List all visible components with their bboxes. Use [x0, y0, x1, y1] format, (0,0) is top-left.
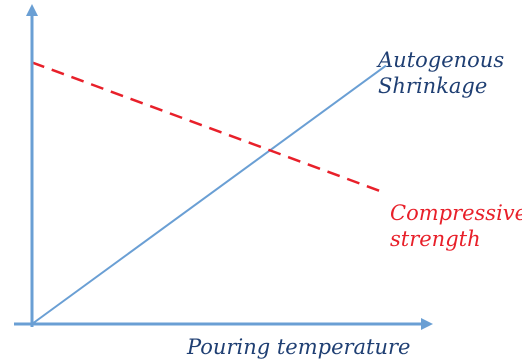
series-label-autogenous-shrinkage: Autogenous Shrinkage [376, 48, 504, 98]
series-line-autogenous-shrinkage [31, 64, 387, 325]
series-label-compressive-strength: Compressive strength [390, 201, 522, 251]
x-axis-label: Pouring temperature [186, 335, 410, 359]
series-line-compressive-strength [31, 61, 387, 195]
